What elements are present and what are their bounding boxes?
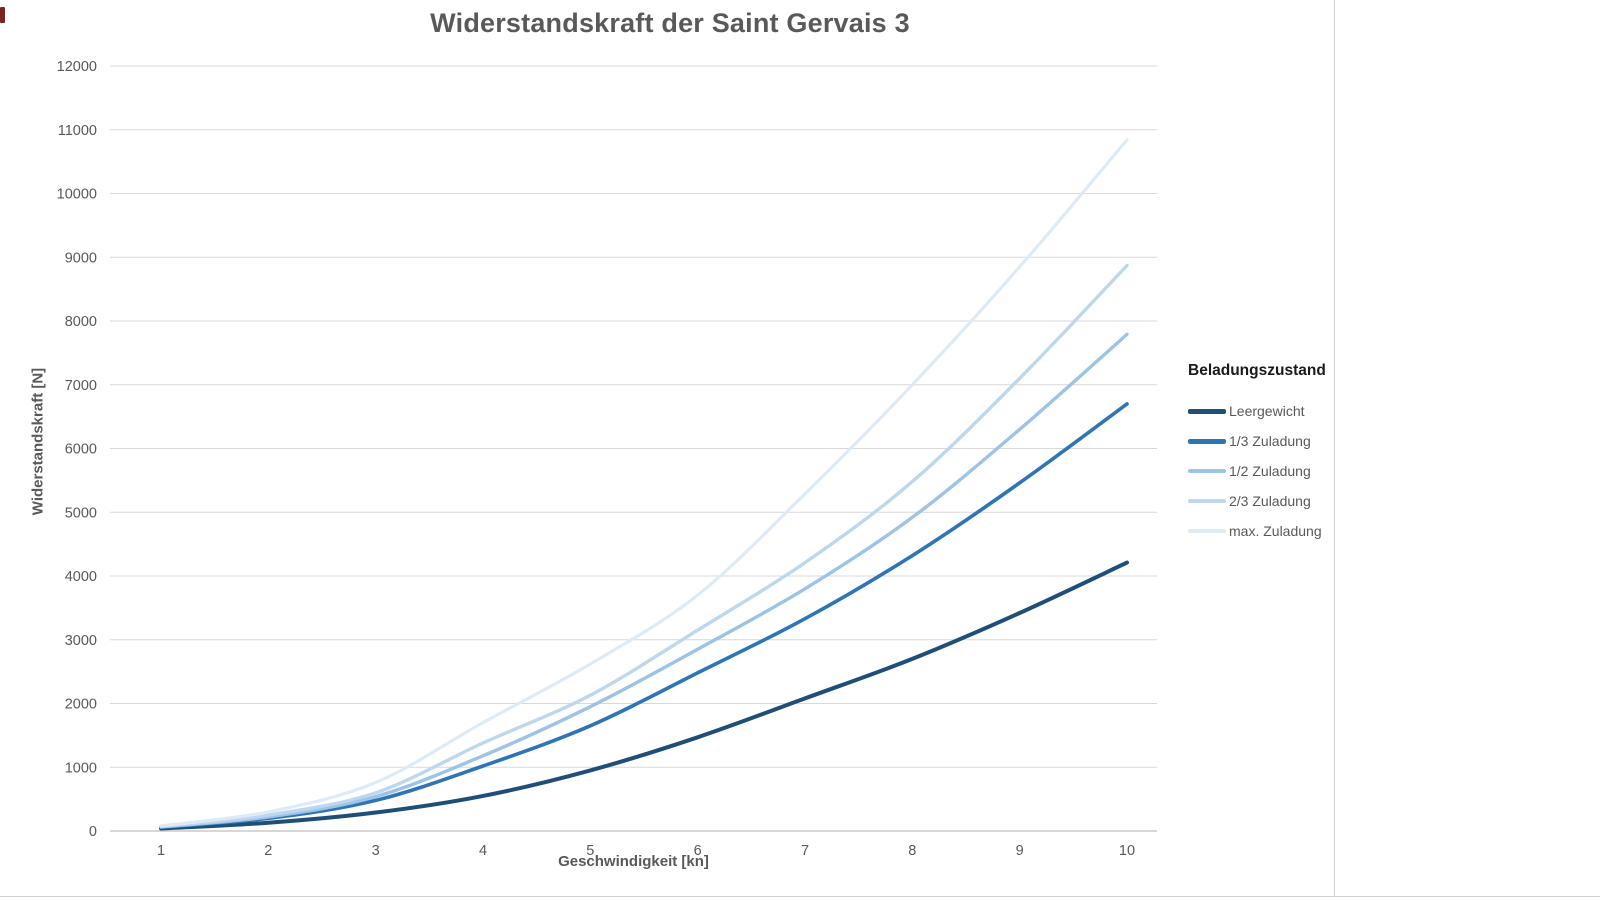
- y-tick-label: 0: [89, 824, 97, 840]
- legend-item-label: 2/3 Zuladung: [1229, 493, 1311, 509]
- x-tick-label: 9: [1016, 843, 1024, 859]
- screen-artifact-mark: [0, 7, 5, 23]
- legend: Beladungszustand Leergewicht 1/3 Zuladun…: [1188, 362, 1333, 546]
- y-tick-label: 6000: [65, 442, 97, 458]
- x-axis-title: Geschwindigkeit [kn]: [558, 853, 709, 870]
- plot-canvas: 0 1000 2000 3000 4000 5000 6000 7000 8000 9000 100…: [57, 59, 1157, 859]
- series-line-max-zuladung: [159, 138, 1129, 828]
- y-tick-label: 9000: [65, 250, 97, 266]
- legend-item-label: 1/2 Zuladung: [1229, 463, 1311, 479]
- worksheet-cell-border-horizontal: [0, 896, 1600, 897]
- x-tick-label: 3: [372, 843, 380, 859]
- legend-item[interactable]: max. Zuladung: [1188, 516, 1333, 546]
- legend-line-swatch: [1188, 438, 1226, 444]
- legend-items: Leergewicht 1/3 Zuladung 1/2 Zuladung 2/…: [1188, 396, 1333, 546]
- x-tick-label: 8: [908, 843, 916, 859]
- legend-line-swatch: [1188, 529, 1226, 533]
- y-tick-label: 4000: [65, 569, 97, 585]
- y-tick-label: 7000: [65, 378, 97, 394]
- x-tick-label: 6: [694, 843, 702, 859]
- series-line-leergewicht: [159, 560, 1129, 831]
- x-tick-label: 2: [264, 843, 272, 859]
- legend-item[interactable]: 1/3 Zuladung: [1188, 426, 1333, 456]
- x-tick-label: 5: [586, 843, 594, 859]
- series-line-2-3-zuladung: [159, 263, 1129, 829]
- y-tick-label: 11000: [58, 123, 97, 139]
- legend-line-swatch: [1188, 469, 1226, 473]
- legend-line-swatch: [1188, 408, 1226, 414]
- y-tick-label: 2000: [65, 697, 97, 713]
- chart-title: Widerstandskraft der Saint Gervais 3: [430, 8, 910, 38]
- y-tick-label: 10000: [57, 187, 97, 203]
- x-tick-label: 10: [1119, 843, 1135, 859]
- legend-item[interactable]: Leergewicht: [1188, 396, 1333, 426]
- y-tick-label: 8000: [65, 314, 97, 330]
- worksheet-cell-border-vertical: [1334, 0, 1335, 897]
- legend-item[interactable]: 2/3 Zuladung: [1188, 486, 1333, 516]
- legend-line-swatch: [1188, 499, 1226, 503]
- x-tick-label: 4: [479, 843, 487, 859]
- x-tick-label: 7: [801, 843, 809, 859]
- legend-item[interactable]: 1/2 Zuladung: [1188, 456, 1333, 486]
- y-tick-label: 5000: [65, 505, 97, 521]
- x-tick-label: 1: [157, 843, 165, 859]
- y-tick-label: 1000: [65, 760, 97, 776]
- series-line-1-2-zuladung: [159, 332, 1129, 829]
- legend-item-label: max. Zuladung: [1229, 523, 1322, 539]
- y-tick-label: 3000: [65, 633, 97, 649]
- legend-item-label: Leergewicht: [1229, 403, 1305, 419]
- series-line-1-3-zuladung: [159, 402, 1129, 829]
- legend-item-label: 1/3 Zuladung: [1229, 433, 1311, 449]
- legend-title: Beladungszustand: [1188, 362, 1326, 379]
- y-tick-label: 12000: [57, 59, 97, 75]
